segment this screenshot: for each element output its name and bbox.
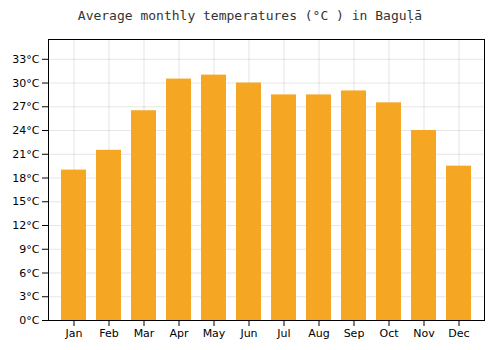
svg-text:Dec: Dec bbox=[448, 327, 469, 340]
svg-text:6°C: 6°C bbox=[19, 267, 39, 280]
svg-text:21°C: 21°C bbox=[12, 148, 39, 161]
svg-text:Feb: Feb bbox=[99, 327, 118, 340]
svg-text:18°C: 18°C bbox=[12, 172, 39, 185]
svg-text:30°C: 30°C bbox=[12, 77, 39, 90]
svg-text:24°C: 24°C bbox=[12, 124, 39, 137]
svg-text:0°C: 0°C bbox=[19, 314, 39, 327]
svg-text:Aug: Aug bbox=[308, 327, 329, 340]
html-text:Average monthly temperatures (: Average monthly temperatures (°C ) in Ba… bbox=[77, 8, 423, 23]
svg-text:Nov: Nov bbox=[413, 327, 435, 340]
svg-text:May: May bbox=[203, 327, 226, 340]
svg-text:27°C: 27°C bbox=[12, 100, 39, 113]
svg-text:Jul: Jul bbox=[276, 327, 290, 340]
svg-text:Jan: Jan bbox=[65, 327, 83, 340]
svg-text:12°C: 12°C bbox=[12, 219, 39, 232]
svg-text:Mar: Mar bbox=[134, 327, 155, 340]
svg-text:3°C: 3°C bbox=[19, 290, 39, 303]
svg-text:Jun: Jun bbox=[239, 327, 257, 340]
svg-text:15°C: 15°C bbox=[12, 195, 39, 208]
svg-text:9°C: 9°C bbox=[19, 243, 39, 256]
svg-text:Apr: Apr bbox=[169, 327, 189, 340]
svg-text:Sep: Sep bbox=[344, 327, 365, 340]
svg-text:Oct: Oct bbox=[379, 327, 399, 340]
svg-text:33°C: 33°C bbox=[12, 53, 39, 66]
